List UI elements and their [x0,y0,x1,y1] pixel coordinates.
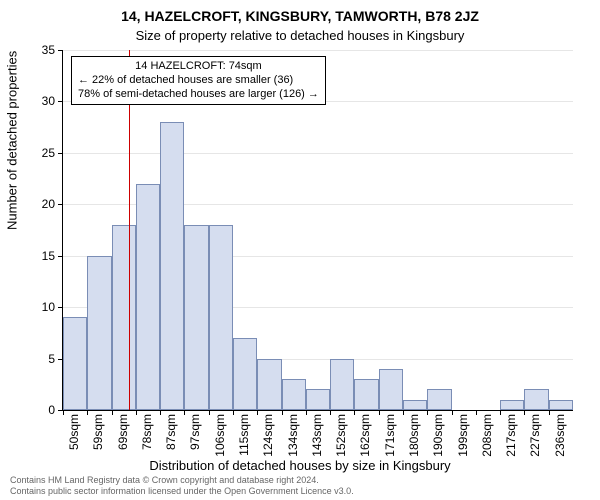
x-tick-label: 87sqm [164,414,178,450]
x-tick [354,410,355,415]
x-tick [524,410,525,415]
histogram-bar [160,122,184,410]
x-tick-label: 59sqm [91,414,105,450]
x-tick [379,410,380,415]
y-tick-label: 25 [42,146,55,160]
x-axis-label: Distribution of detached houses by size … [0,458,600,473]
x-tick-label: 97sqm [188,414,202,450]
x-tick [452,410,453,415]
x-tick [306,410,307,415]
y-tick-label: 30 [42,94,55,108]
histogram-bar [209,225,233,410]
histogram-bar [184,225,208,410]
x-tick [136,410,137,415]
x-tick-label: 180sqm [407,414,421,457]
x-tick-label: 208sqm [480,414,494,457]
x-tick [184,410,185,415]
page-title-line2: Size of property relative to detached ho… [0,28,600,43]
x-tick [257,410,258,415]
x-tick-label: 143sqm [310,414,324,457]
histogram-bar [63,317,87,410]
x-tick [87,410,88,415]
x-tick-label: 50sqm [67,414,81,450]
x-tick [160,410,161,415]
x-tick-label: 227sqm [528,414,542,457]
x-tick-label: 124sqm [261,414,275,457]
histogram-plot: 0510152025303550sqm59sqm69sqm78sqm87sqm9… [62,50,573,411]
page-title-line1: 14, HAZELCROFT, KINGSBURY, TAMWORTH, B78… [0,8,600,24]
x-tick-label: 69sqm [116,414,130,450]
y-tick-label: 15 [42,249,55,263]
y-tick-label: 35 [42,43,55,57]
y-tick-label: 5 [48,352,55,366]
x-tick [476,410,477,415]
callout-line1: 14 HAZELCROFT: 74sqm [78,60,319,74]
y-tick-label: 0 [48,403,55,417]
marker-callout: 14 HAZELCROFT: 74sqm← 22% of detached ho… [71,56,326,105]
x-tick-label: 78sqm [140,414,154,450]
x-tick [209,410,210,415]
histogram-bar [427,389,451,410]
histogram-bar [136,184,160,410]
histogram-bar [330,359,354,410]
y-tick-label: 10 [42,300,55,314]
x-tick [330,410,331,415]
histogram-bar [233,338,257,410]
x-tick-label: 115sqm [237,414,251,456]
x-tick-label: 152sqm [334,414,348,457]
callout-line3: 78% of semi-detached houses are larger (… [78,88,319,102]
x-tick-label: 106sqm [213,414,227,457]
histogram-bar [524,389,548,410]
y-axis-label: Number of detached properties [5,51,20,230]
x-tick-label: 199sqm [456,414,470,457]
histogram-bar [306,389,330,410]
histogram-bar [500,400,524,410]
histogram-bar [379,369,403,410]
x-tick [282,410,283,415]
x-tick [549,410,550,415]
footer-line1: Contains HM Land Registry data © Crown c… [10,475,354,486]
x-tick-label: 162sqm [358,414,372,457]
footer-line2: Contains public sector information licen… [10,486,354,497]
x-tick [233,410,234,415]
histogram-bar [257,359,281,410]
x-tick [63,410,64,415]
x-tick-label: 190sqm [431,414,445,457]
footer-attribution: Contains HM Land Registry data © Crown c… [10,475,354,497]
histogram-bar [282,379,306,410]
histogram-bar [354,379,378,410]
x-tick-label: 171sqm [383,414,397,457]
x-tick-label: 236sqm [553,414,567,457]
x-tick-label: 217sqm [504,414,518,457]
histogram-bar [112,225,136,410]
y-tick-label: 20 [42,197,55,211]
x-tick [427,410,428,415]
x-tick [112,410,113,415]
histogram-bar [403,400,427,410]
x-tick [500,410,501,415]
x-tick [403,410,404,415]
callout-line2: ← 22% of detached houses are smaller (36… [78,74,319,88]
histogram-bar [549,400,573,410]
x-tick-label: 134sqm [286,414,300,457]
histogram-bar [87,256,111,410]
